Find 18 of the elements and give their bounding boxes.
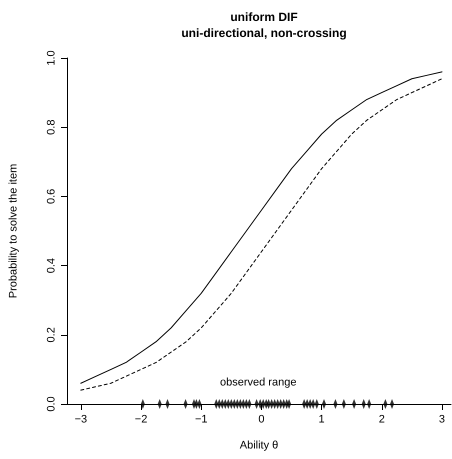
y-axis-title: Probability to solve the item	[8, 164, 20, 298]
y-tick-label: 1.0	[46, 50, 58, 66]
y-tick-label: 0.0	[46, 396, 58, 412]
x-tick-label: −1	[194, 414, 208, 426]
chart-title: uniform DIF	[230, 10, 298, 24]
annotation: observed range	[220, 376, 296, 388]
chart-subtitle: uni-directional, non-crossing	[181, 26, 347, 40]
y-tick-label: 0.6	[46, 188, 58, 204]
y-tick-label: 0.8	[46, 120, 58, 135]
x-tick-label: −3	[74, 414, 88, 426]
x-tick-label: 0	[258, 414, 264, 426]
y-tick-label: 0.4	[46, 258, 58, 274]
x-tick-label: −2	[134, 414, 148, 426]
x-tick-label: 1	[318, 414, 325, 426]
y-tick-label: 0.2	[46, 327, 58, 342]
x-tick-label: 2	[378, 414, 385, 426]
x-axis-title: Ability θ	[240, 440, 278, 452]
x-tick-label: 3	[438, 414, 446, 426]
